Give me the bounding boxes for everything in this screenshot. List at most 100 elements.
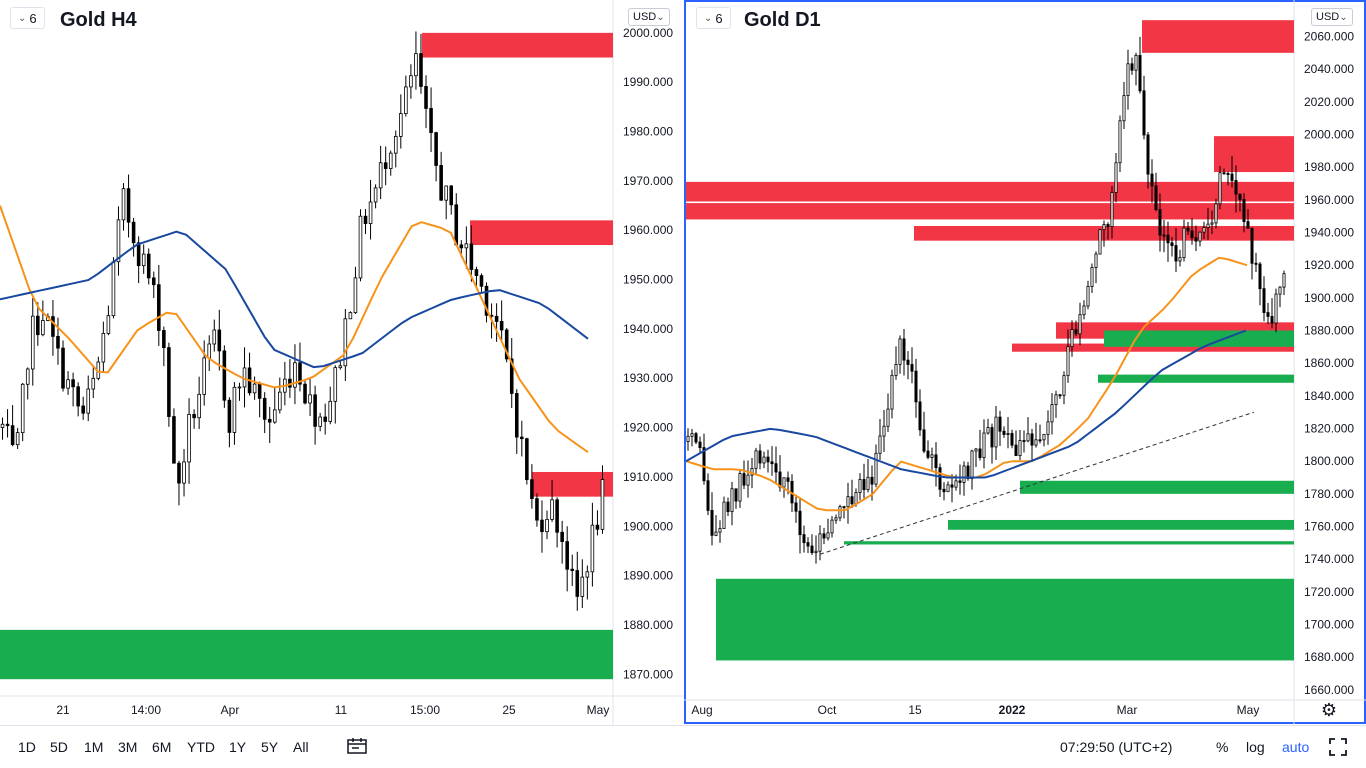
candle-up [1122, 95, 1126, 122]
candle-down [1238, 193, 1242, 200]
candle-up [0, 423, 5, 428]
support-zone [948, 519, 1294, 530]
x-tick-label: 2022 [999, 703, 1026, 717]
candle-down [798, 510, 802, 536]
date-range-icon[interactable] [347, 737, 367, 755]
settings-gear-icon[interactable]: ⚙ [1320, 699, 1338, 720]
right-interval-button[interactable]: ⌄ 6 [696, 7, 731, 29]
range-1d-button[interactable]: 1D [18, 739, 36, 755]
right-chart-svg[interactable]: 1660.000 1680.000 1700.000 1720.000 1740.000… [684, 0, 1366, 725]
right-chart-pane[interactable]: 1660.000 1680.000 1700.000 1720.000 1740.000… [684, 0, 1366, 725]
candle-up [293, 362, 297, 388]
candle-up [600, 479, 605, 530]
left-interval-button[interactable]: ⌄ 6 [10, 7, 45, 29]
range-5d-button[interactable]: 5D [50, 739, 68, 755]
candle-down [810, 545, 814, 554]
x-tick-label: Oct [818, 703, 837, 717]
candle-down [439, 165, 443, 201]
active-chart-border [684, 0, 1366, 724]
y-tick-label: 1960.000 [623, 223, 673, 237]
candle-up [1182, 227, 1186, 258]
candle-up [232, 386, 237, 433]
candle-down [383, 162, 388, 169]
candle-down [10, 425, 15, 446]
candle-down [990, 427, 994, 448]
resistance-zone [532, 471, 613, 497]
y-tick-label: 1660.000 [1304, 683, 1354, 697]
candle-up [15, 432, 20, 446]
candle-down [555, 499, 559, 533]
candle-up [1214, 203, 1218, 224]
candle-down [560, 531, 564, 542]
candle-down [151, 277, 156, 286]
candle-up [854, 492, 858, 505]
candle-down [570, 568, 575, 571]
candle-up [846, 496, 850, 508]
candle-up [308, 394, 312, 404]
candle-up [1086, 286, 1090, 307]
range-5y-button[interactable]: 5Y [261, 739, 279, 755]
candle-down [794, 502, 798, 512]
candle-up [1018, 440, 1022, 457]
range-3m-button[interactable]: 3M [118, 739, 138, 755]
candle-down [1254, 262, 1258, 265]
right-currency-button[interactable]: USD ⌄ [1311, 8, 1353, 26]
chevron-down-icon: ⌄ [704, 12, 713, 24]
candle-up [1202, 227, 1206, 233]
range-1m-button[interactable]: 1M [84, 739, 104, 755]
range-6m-button[interactable]: 6M [152, 739, 172, 755]
left-chart-svg[interactable]: 1870.000 1880.000 1890.000 1900.000 1910.000… [0, 0, 684, 725]
candle-up [1206, 223, 1210, 228]
range-1y-button[interactable]: 1Y [229, 739, 247, 755]
y-tick-label: 1860.000 [1304, 356, 1354, 370]
candle-down [530, 479, 534, 500]
candle-up [545, 518, 549, 533]
resistance-zone [1142, 20, 1294, 53]
y-tick-label: 2000.000 [623, 26, 673, 40]
candle-up [690, 433, 694, 437]
y-tick-label: 2040.000 [1304, 62, 1354, 76]
candle-down [1058, 394, 1062, 397]
candle-down [313, 394, 317, 427]
clock-timezone[interactable]: 07:29:50 (UTC+2) [1060, 739, 1173, 755]
range-all-button[interactable]: All [293, 739, 309, 755]
candle-down [222, 350, 227, 401]
candle-up [686, 435, 690, 442]
percent-toggle[interactable]: % [1216, 739, 1229, 755]
candle-up [1034, 439, 1038, 446]
candle-down [942, 488, 946, 493]
candle-down [914, 370, 918, 403]
auto-toggle[interactable]: auto [1282, 739, 1310, 755]
candle-down [742, 473, 746, 486]
left-chart-pane[interactable]: 1870.000 1880.000 1890.000 1900.000 1910.000… [0, 0, 684, 725]
candle-down [1226, 173, 1230, 175]
candle-up [746, 474, 750, 486]
left-currency-button[interactable]: USD ⌄ [628, 8, 670, 26]
candle-up [1126, 63, 1130, 97]
candle-down [734, 488, 738, 502]
candle-down [36, 315, 40, 336]
candle-up [886, 408, 890, 427]
candle-down [1262, 288, 1266, 313]
candle-down [474, 269, 479, 276]
candle-down [710, 510, 714, 536]
right-interval-label: 6 [715, 10, 723, 26]
x-tick-label: 14:00 [131, 703, 161, 717]
candle-up [91, 377, 96, 390]
candle-down [1014, 444, 1018, 457]
resistance-zone [686, 181, 1294, 202]
candle-down [1130, 63, 1134, 71]
candle-down [850, 496, 854, 505]
candle-up [1282, 273, 1286, 288]
candle-up [714, 531, 718, 536]
range-ytd-button[interactable]: YTD [187, 739, 215, 755]
candle-down [499, 321, 504, 331]
candle-up [358, 215, 363, 279]
log-toggle[interactable]: log [1246, 739, 1265, 755]
candle-down [786, 477, 790, 482]
candle-down [1154, 185, 1158, 210]
candle-down [862, 479, 866, 491]
candle-down [918, 401, 922, 431]
candle-down [136, 242, 141, 267]
fullscreen-icon[interactable] [1328, 737, 1348, 757]
